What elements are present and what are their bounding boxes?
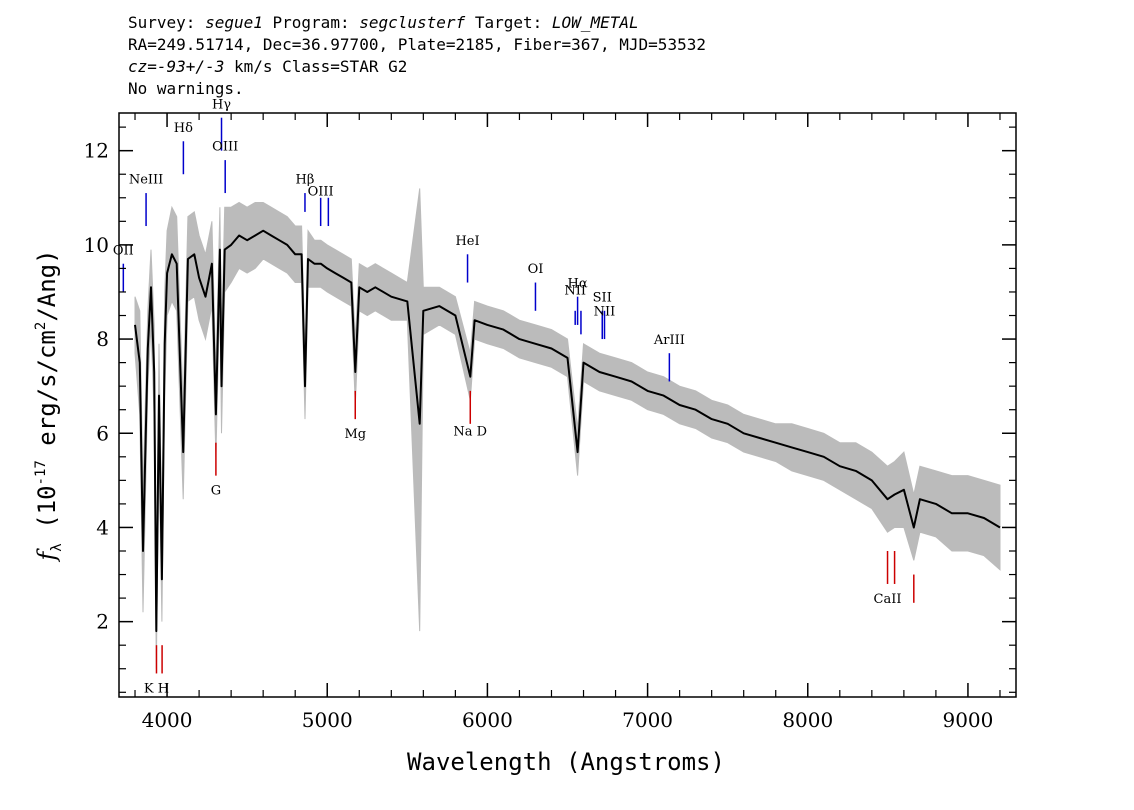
y-axis-exp-2: 2 xyxy=(33,322,49,330)
absorption-line-label: CaII xyxy=(874,592,902,607)
class-text: km/s Class=STAR G2 xyxy=(224,57,408,76)
y-tick-label: 8 xyxy=(96,327,109,351)
emission-line-label: Hγ xyxy=(212,97,231,112)
program-label: Program: xyxy=(272,13,350,32)
emission-line-label: NII xyxy=(594,305,616,320)
error-band xyxy=(134,188,1001,669)
x-tick-label: 7000 xyxy=(622,708,673,732)
header-line-redshift: cz=-93+/-3 km/s Class=STAR G2 xyxy=(128,56,706,78)
y-axis-units-1: (10 xyxy=(33,485,61,543)
y-axis-units-2: erg/s/cm xyxy=(33,330,61,460)
emission-line-label: SII xyxy=(593,290,612,305)
absorption-line-label: G xyxy=(211,483,221,498)
emission-line-label: OII xyxy=(113,243,134,258)
absorption-line-label: K H xyxy=(144,681,169,696)
header-line-survey: Survey: segue1 Program: segclusterf Targ… xyxy=(128,12,706,34)
survey-value: segue1 xyxy=(205,13,263,32)
y-axis-title: fλ (10-17 erg/s/cm2/Ang) xyxy=(33,249,65,562)
emission-line-label: OIII xyxy=(308,184,334,199)
spectrum-header: Survey: segue1 Program: segclusterf Targ… xyxy=(128,12,706,100)
emission-line-label: Hδ xyxy=(174,121,193,136)
header-line-coordinates: RA=249.51714, Dec=36.97700, Plate=2185, … xyxy=(128,35,706,54)
header-line-warnings: No warnings. xyxy=(128,79,244,98)
x-tick-label: 8000 xyxy=(782,708,833,732)
y-axis-symbol-sub: λ xyxy=(49,543,65,551)
plot-clip-group xyxy=(134,188,1001,669)
program-value: segclusterf xyxy=(359,13,466,32)
spectrum-line xyxy=(134,229,1001,633)
emission-line-label: NeIII xyxy=(129,173,163,188)
plot-frame xyxy=(118,112,1017,698)
emission-line-label: HeI xyxy=(455,234,479,249)
y-tick-label: 6 xyxy=(96,421,109,445)
y-axis-exp-1: -17 xyxy=(33,460,49,485)
x-tick-label: 9000 xyxy=(942,708,993,732)
emission-line-label: ArIII xyxy=(653,333,685,348)
y-tick-label: 2 xyxy=(96,610,109,634)
absorption-line-label: Mg xyxy=(344,427,366,442)
y-tick-label: 12 xyxy=(84,139,109,163)
absorption-line-label: Na D xyxy=(453,425,487,440)
emission-line-label: NII xyxy=(564,283,586,298)
x-tick-label: 4000 xyxy=(142,708,193,732)
emission-line-label: OI xyxy=(528,262,544,277)
x-tick-label: 6000 xyxy=(462,708,513,732)
y-tick-label: 4 xyxy=(96,515,109,539)
target-value: LOW_METAL xyxy=(551,13,639,32)
survey-label: Survey: xyxy=(128,13,196,32)
y-axis-units-3: /Ang) xyxy=(33,249,61,321)
x-axis-title: Wavelength (Angstroms) xyxy=(407,748,725,776)
emission-line-label: Hβ xyxy=(296,173,315,188)
x-tick-label: 5000 xyxy=(302,708,353,732)
plot-area: OIINeIIIHδHγOIIIHβOIIIHeIOINIIHαSIINIIAr… xyxy=(113,97,1001,696)
axis-ticks: 4000 5000 6000 7000 8000 9000 2 4 6 8 10 12 xyxy=(84,113,1016,732)
emission-line-label: OIII xyxy=(212,140,238,155)
cz-value: cz=-93+/-3 xyxy=(128,57,225,76)
target-label: Target: xyxy=(474,13,543,32)
y-tick-label: 10 xyxy=(84,233,109,257)
emission-line-label: Hα xyxy=(568,276,588,291)
